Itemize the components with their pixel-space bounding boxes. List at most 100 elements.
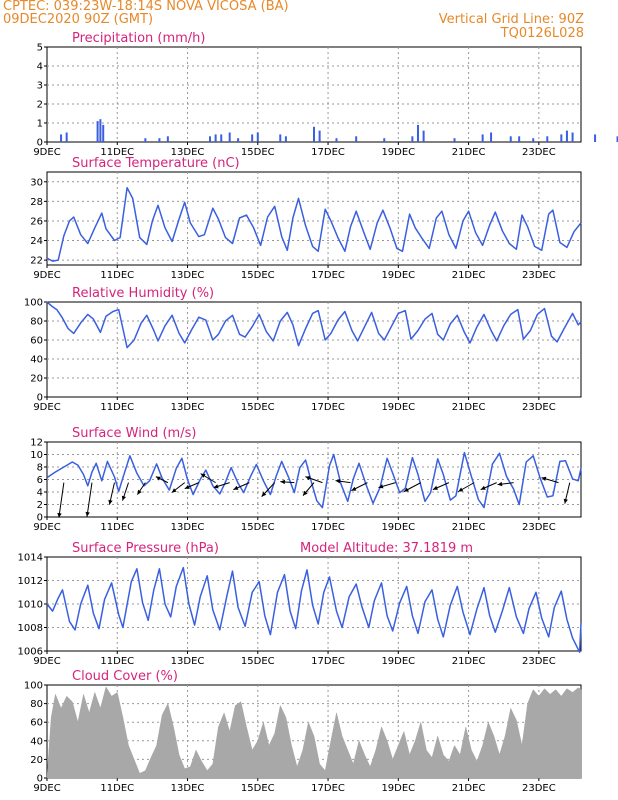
- precip-bar: [209, 136, 212, 142]
- wind-wind-arrowhead: [280, 479, 285, 485]
- wind-series-line: [46, 451, 582, 509]
- cloud-xtick-label: 9DEC: [33, 783, 60, 794]
- wind-wind-arrowhead: [351, 486, 357, 491]
- precip-bar: [453, 138, 456, 142]
- precip-xtick-label: 23DEC: [522, 147, 556, 158]
- wind-wind-vector: [58, 482, 65, 518]
- precip-bar: [565, 130, 568, 142]
- pressure-xtick-label: 23DEC: [522, 656, 556, 667]
- precip-bar: [166, 136, 169, 142]
- wind-ytick-label: 10: [30, 450, 43, 461]
- wind-wind-arrowhead: [121, 495, 126, 501]
- wind-wind-vector: [86, 482, 93, 517]
- rh-frame: [46, 301, 582, 398]
- precip-bar: [228, 132, 231, 142]
- header-date: 09DEC2020 90Z (GMT): [3, 12, 154, 27]
- temp-title: Surface Temperature (nC): [72, 156, 240, 171]
- temp-xtick-label: 13DEC: [171, 270, 205, 281]
- rh-ytick-label: 80: [30, 317, 43, 328]
- wind-wind-arrowhead: [432, 485, 438, 490]
- rh-xtick-label: 23DEC: [522, 402, 556, 413]
- precip-bar: [335, 138, 338, 142]
- header-station: CPTEC: 039:23W-18:14S NOVA VICOSA (BA): [3, 0, 289, 14]
- temp-frame: [46, 171, 582, 266]
- wind-wind-arrowhead: [200, 473, 206, 478]
- wind-wind-arrowhead: [57, 512, 62, 518]
- precip-bar: [546, 136, 549, 142]
- wind-wind-arrowhead: [155, 476, 161, 481]
- wind-wind-arrowhead: [403, 487, 409, 492]
- cloud-xtick-label: 15DEC: [241, 783, 275, 794]
- pressure-ytick-label: 1008: [18, 623, 43, 634]
- precip-xtick-label: 11DEC: [100, 147, 134, 158]
- rh-xtick-label: 21DEC: [452, 402, 486, 413]
- pressure-ytick-label: 1014: [18, 553, 43, 564]
- precip-bar: [158, 138, 161, 142]
- cloud-ytick-label: 40: [30, 736, 43, 747]
- temp-ytick-label: 22: [30, 256, 43, 267]
- rh-xtick-label: 15DEC: [241, 402, 275, 413]
- rh-ytick-label: 60: [30, 336, 43, 347]
- wind-ytick-label: 0: [37, 513, 43, 524]
- temp-xtick-label: 9DEC: [33, 270, 60, 281]
- precip-ytick-label: 5: [37, 43, 43, 54]
- precip-ytick-label: 3: [37, 81, 43, 92]
- precip-bar: [481, 134, 484, 142]
- cloud-ytick-label: 0: [37, 774, 43, 785]
- wind-wind-arrowhead: [305, 476, 311, 481]
- precip-xtick-label: 9DEC: [33, 147, 60, 158]
- wind-wind-arrowhead: [233, 485, 239, 490]
- rh-xtick-label: 13DEC: [171, 402, 205, 413]
- precip-bar: [411, 136, 414, 142]
- temp-ytick-label: 28: [30, 197, 43, 208]
- precip-ytick-label: 2: [37, 100, 43, 111]
- rh-title: Relative Humidity (%): [72, 286, 214, 301]
- pressure-title: Surface Pressure (hPa): [72, 541, 219, 556]
- pressure-xtick-label: 11DEC: [100, 656, 134, 667]
- cloud-xtick-label: 19DEC: [381, 783, 415, 794]
- rh-xtick-label: 17DEC: [311, 402, 345, 413]
- pressure-xtick-label: 9DEC: [33, 656, 60, 667]
- wind-wind-arrowhead: [378, 484, 384, 489]
- cloud-xtick-label: 11DEC: [100, 783, 134, 794]
- wind-ytick-label: 6: [37, 475, 43, 486]
- cloud-xtick-label: 17DEC: [311, 783, 345, 794]
- precip-ytick-label: 1: [37, 119, 43, 130]
- header-grid-line: Vertical Grid Line: 90Z: [438, 12, 584, 27]
- header-model: TQ0126L028: [500, 26, 584, 41]
- precip-bar: [214, 134, 217, 142]
- temp-xtick-label: 17DEC: [311, 270, 345, 281]
- precip-bar: [383, 138, 386, 142]
- precip-xtick-label: 17DEC: [311, 147, 345, 158]
- precip-ytick-label: 0: [37, 138, 43, 149]
- wind-wind-arrowhead: [335, 479, 341, 484]
- precip-bar: [560, 134, 563, 142]
- pressure-xtick-label: 19DEC: [381, 656, 415, 667]
- precip-bar: [96, 121, 99, 142]
- wind-xtick-label: 9DEC: [33, 522, 60, 533]
- temp-ytick-label: 30: [30, 177, 43, 188]
- precip-bar: [99, 119, 102, 142]
- precip-xtick-label: 15DEC: [241, 147, 275, 158]
- rh-ytick-label: 40: [30, 355, 43, 366]
- pressure-ytick-label: 1006: [18, 647, 43, 658]
- cloud-xtick-label: 13DEC: [171, 783, 205, 794]
- wind-xtick-label: 13DEC: [171, 522, 205, 533]
- precip-bar: [594, 134, 597, 142]
- precip-bar: [279, 134, 282, 142]
- wind-xtick-label: 15DEC: [241, 522, 275, 533]
- precip-bar: [318, 130, 321, 142]
- precip-bar: [251, 134, 254, 142]
- temp-xtick-label: 19DEC: [381, 270, 415, 281]
- precip-xtick-label: 21DEC: [452, 147, 486, 158]
- precip-bar: [422, 130, 425, 142]
- pressure-xtick-label: 17DEC: [311, 656, 345, 667]
- precip-bar: [65, 132, 68, 142]
- cloud-ytick-label: 60: [30, 718, 43, 729]
- temp-xtick-label: 21DEC: [452, 270, 486, 281]
- precip-bar: [616, 136, 618, 142]
- cloud-area: [46, 686, 582, 779]
- rh-ytick-label: 20: [30, 374, 43, 385]
- cloud-xtick-label: 21DEC: [452, 783, 486, 794]
- cloud-title: Cloud Cover (%): [72, 669, 178, 684]
